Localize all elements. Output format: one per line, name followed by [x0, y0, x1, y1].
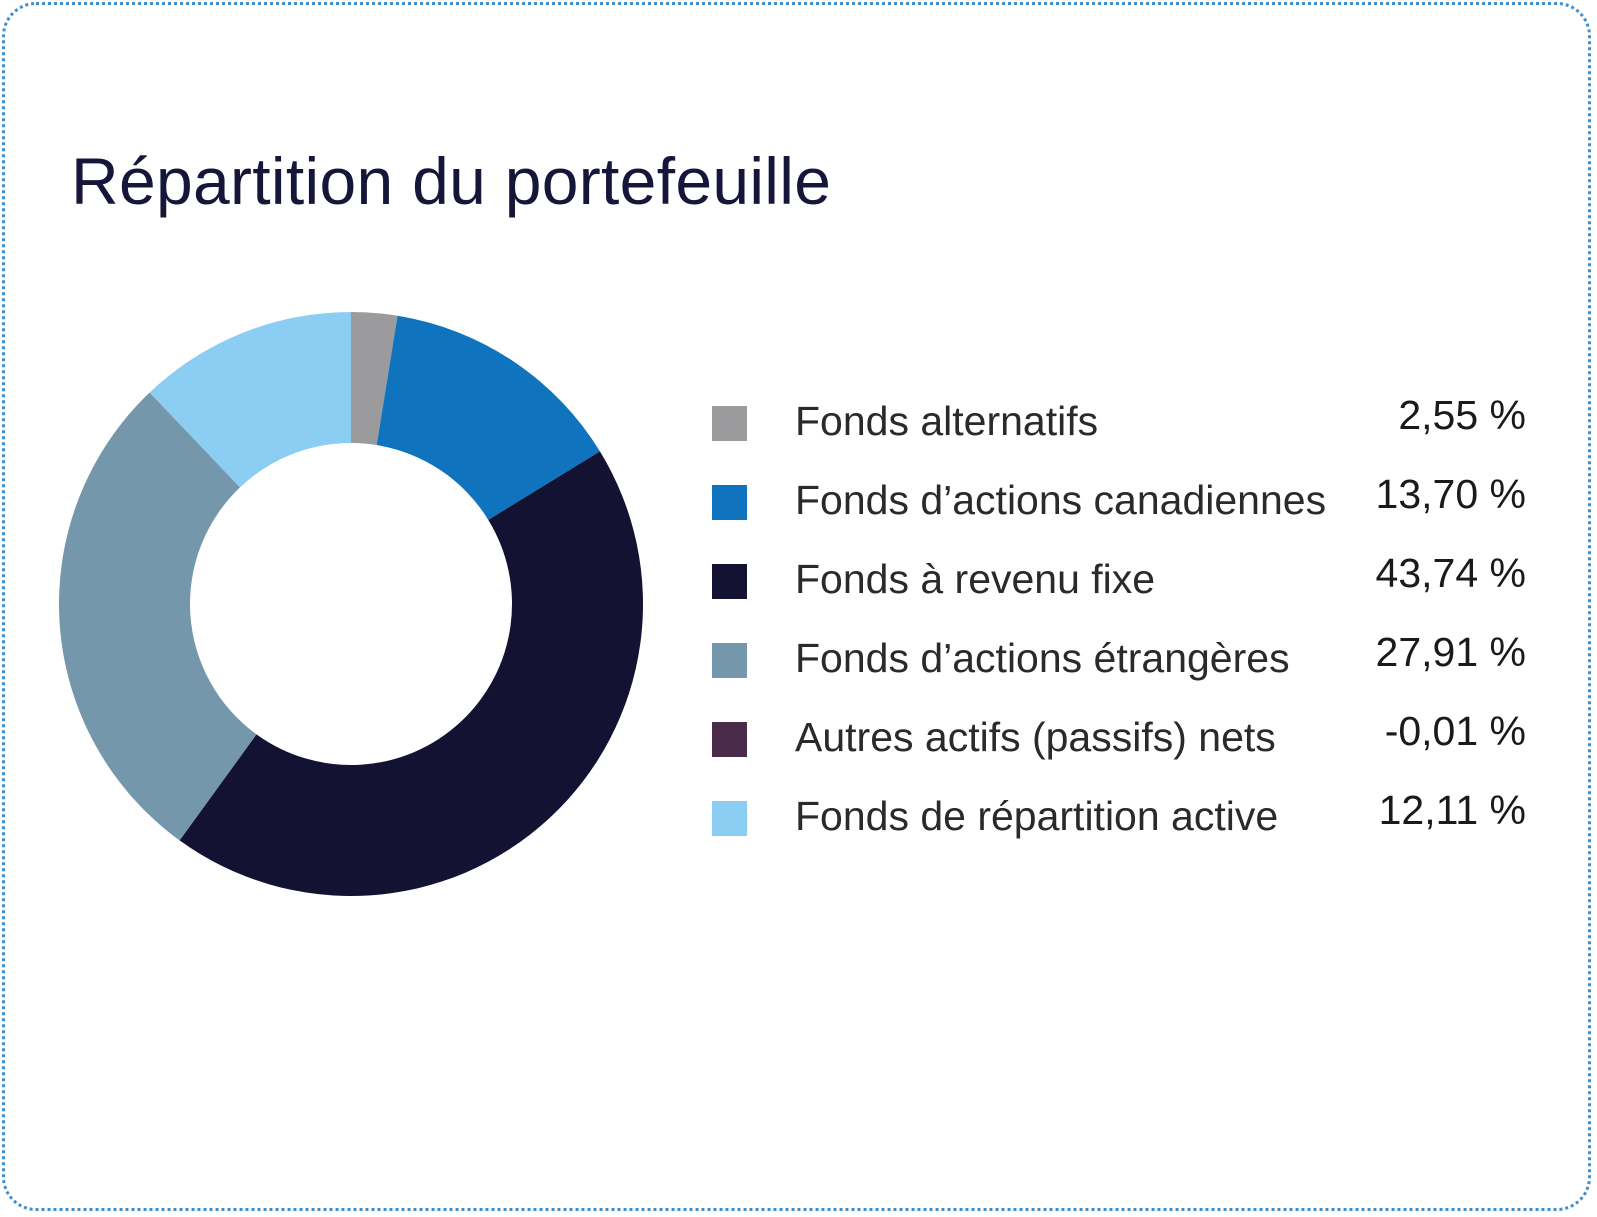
legend-swatch [712, 564, 747, 599]
legend-swatch [712, 643, 747, 678]
legend-value: 13,70 % [1375, 471, 1526, 517]
legend-item: Fonds alternatifs 2,55 % [712, 392, 1526, 471]
legend-value: 43,74 % [1375, 550, 1526, 596]
legend-item: Fonds de répartition active 12,11 % [712, 787, 1526, 866]
legend-value: -0,01 % [1384, 708, 1526, 754]
legend-value: 27,91 % [1375, 629, 1526, 675]
legend-item: Fonds à revenu fixe 43,74 % [712, 550, 1526, 629]
legend-swatch [712, 485, 747, 520]
legend-value: 2,55 % [1398, 392, 1526, 438]
legend-label: Fonds d’actions canadiennes [795, 477, 1327, 523]
donut-slice [376, 315, 600, 520]
donut-slice [149, 312, 351, 488]
legend-label: Fonds de répartition active [795, 793, 1279, 839]
donut-slice [179, 451, 643, 896]
legend-swatch [712, 406, 747, 441]
donut-slice [58, 392, 257, 841]
donut-slice [351, 312, 398, 446]
legend-item: Fonds d’actions étrangères 27,91 % [712, 629, 1526, 708]
legend-value: 12,11 % [1378, 787, 1526, 833]
legend-label: Autres actifs (passifs) nets [795, 714, 1276, 760]
legend-item: Fonds d’actions canadiennes 13,70 % [712, 471, 1526, 550]
legend-label: Fonds alternatifs [795, 398, 1099, 444]
chart-legend: Fonds alternatifs 2,55 % Fonds d’actions… [712, 392, 1526, 866]
chart-title: Répartition du portefeuille [71, 144, 832, 218]
legend-swatch [712, 801, 747, 836]
legend-label: Fonds à revenu fixe [795, 556, 1156, 602]
legend-swatch [712, 722, 747, 757]
legend-item: Autres actifs (passifs) nets -0,01 % [712, 708, 1526, 787]
legend-label: Fonds d’actions étrangères [795, 635, 1290, 681]
